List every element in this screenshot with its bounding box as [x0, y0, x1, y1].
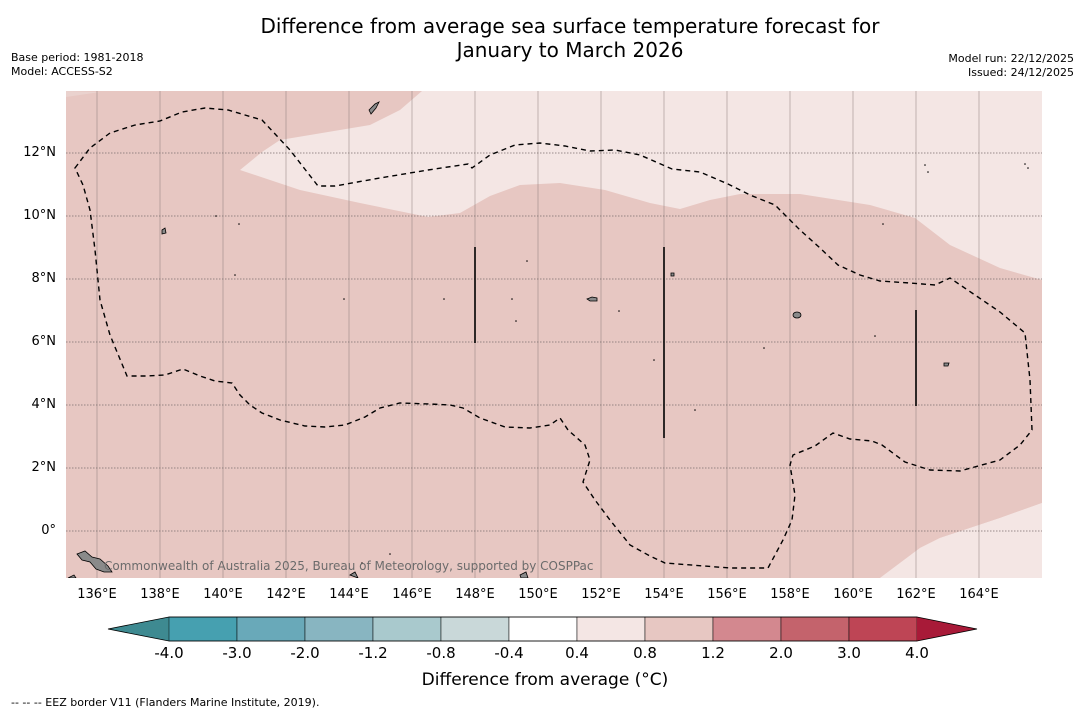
- anomaly-band-medium: [66, 91, 1042, 578]
- eez-borders: [74, 107, 1033, 569]
- issued-date: Issued: 24/12/2025: [967, 66, 1074, 79]
- colorbar-segment: [508, 616, 578, 642]
- colorbar-tick: -0.4: [494, 644, 524, 662]
- credit-text: Commonwealth of Australia 2025, Bureau o…: [104, 559, 594, 573]
- colorbar-extend-high: [917, 617, 977, 641]
- tiny-islets: [215, 163, 1029, 564]
- colorbar-segment: [168, 616, 238, 642]
- colorbar-segment: [644, 616, 714, 642]
- colorbar-segment: [440, 616, 510, 642]
- colorbar-tick: -4.0: [154, 644, 184, 662]
- lat-label: 4°N: [31, 397, 57, 412]
- colorbar-outline: [107, 616, 978, 642]
- colorbar-segment: [372, 616, 442, 642]
- lat-label: 0°: [41, 523, 56, 538]
- lon-label: 154°E: [644, 587, 684, 602]
- footer-note: -- -- -- EEZ border V11 (Flanders Marine…: [11, 696, 320, 709]
- colorbar-segment: [576, 616, 646, 642]
- meta-right: Model run: 22/12/2025 Issued: 24/12/2025: [948, 52, 1074, 80]
- lon-label: 160°E: [833, 587, 873, 602]
- colorbar-tick: 0.4: [565, 644, 589, 662]
- lon-label: 158°E: [770, 587, 810, 602]
- lon-label: 164°E: [959, 587, 999, 602]
- latitude-gridlines: [66, 152, 1042, 532]
- lat-label: 6°N: [31, 334, 57, 349]
- colorbar-extend-low: [108, 617, 169, 641]
- colorbar-segment: [304, 616, 374, 642]
- lon-label: 144°E: [329, 587, 369, 602]
- lat-label: 2°N: [31, 460, 57, 475]
- chart-title: Difference from average sea surface temp…: [170, 14, 970, 62]
- base-period: Base period: 1981-2018: [11, 51, 144, 64]
- colorbar-tick: 3.0: [837, 644, 861, 662]
- lon-label: 136°E: [77, 587, 117, 602]
- colorbar-tick: 1.2: [701, 644, 725, 662]
- lon-label: 148°E: [455, 587, 495, 602]
- lon-label: 162°E: [896, 587, 936, 602]
- lon-label: 150°E: [518, 587, 558, 602]
- lon-label: 146°E: [392, 587, 432, 602]
- colorbar-tick: 2.0: [769, 644, 793, 662]
- meta-left: Base period: 1981-2018 Model: ACCESS-S2: [11, 51, 143, 79]
- anomaly-patch-bottom-right: [880, 503, 1042, 578]
- islands: [67, 101, 950, 578]
- colorbar-tick: 4.0: [905, 644, 929, 662]
- anomaly-patch-top-left: [66, 91, 100, 97]
- colorbar-segment: [712, 616, 782, 642]
- model-run: Model run: 22/12/2025: [948, 52, 1074, 65]
- title-line-1: Difference from average sea surface temp…: [260, 14, 880, 38]
- model-name: Model: ACCESS-S2: [11, 65, 113, 78]
- colorbar-tick: -1.2: [358, 644, 388, 662]
- boundary-lines: [474, 247, 917, 438]
- lat-label: 12°N: [23, 145, 56, 160]
- colorbar-tick: -2.0: [290, 644, 320, 662]
- colorbar-segment: [236, 616, 306, 642]
- lat-label: 10°N: [23, 208, 56, 223]
- lon-label: 152°E: [581, 587, 621, 602]
- colorbar-tick: -3.0: [222, 644, 252, 662]
- title-line-2: January to March 2026: [456, 38, 684, 62]
- colorbar-tick: -0.8: [426, 644, 456, 662]
- colorbar-label: Difference from average (°C): [421, 670, 669, 690]
- lon-label: 138°E: [140, 587, 180, 602]
- lon-label: 140°E: [203, 587, 243, 602]
- colorbar-segment: [780, 616, 850, 642]
- colorbar-tick: 0.8: [633, 644, 657, 662]
- lat-label: 8°N: [31, 271, 57, 286]
- colorbar-segment: [848, 616, 918, 642]
- lon-label: 142°E: [266, 587, 306, 602]
- lon-label: 156°E: [707, 587, 747, 602]
